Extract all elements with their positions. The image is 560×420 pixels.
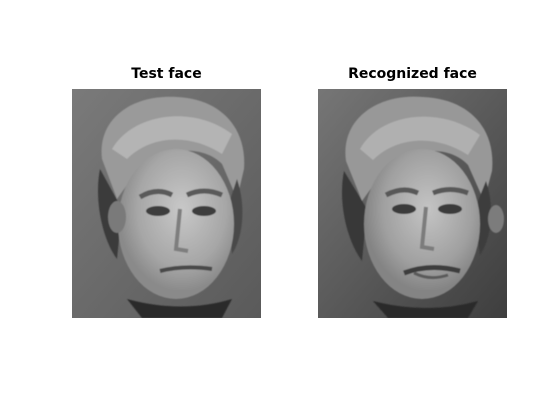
test-face-image [72, 89, 261, 318]
test-face-panel: Test face [72, 64, 261, 318]
test-face-title: Test face [131, 66, 202, 82]
recognized-face-title: Recognized face [348, 66, 477, 82]
recognized-face-image [318, 89, 507, 318]
recognized-face-panel: Recognized face [318, 64, 507, 318]
